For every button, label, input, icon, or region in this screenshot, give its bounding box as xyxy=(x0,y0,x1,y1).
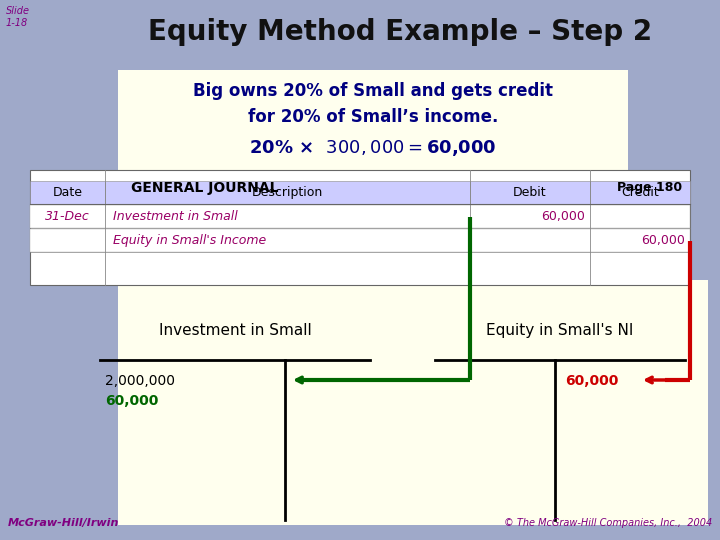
Text: 31-Dec: 31-Dec xyxy=(45,210,90,223)
FancyBboxPatch shape xyxy=(105,181,470,204)
Text: Equity in Small's NI: Equity in Small's NI xyxy=(486,323,634,338)
Text: Investment in Small: Investment in Small xyxy=(113,210,238,223)
FancyBboxPatch shape xyxy=(30,181,105,204)
FancyBboxPatch shape xyxy=(30,205,690,228)
Text: Description: Description xyxy=(252,186,323,199)
Text: Credit: Credit xyxy=(621,186,659,199)
Text: McGraw-Hill/Irwin: McGraw-Hill/Irwin xyxy=(8,518,120,528)
Text: 60,000: 60,000 xyxy=(565,374,618,388)
Text: 60,000: 60,000 xyxy=(105,394,158,408)
FancyBboxPatch shape xyxy=(118,70,628,255)
Text: for 20% of Small’s income.: for 20% of Small’s income. xyxy=(248,108,498,126)
FancyBboxPatch shape xyxy=(590,181,690,204)
Text: Equity Method Example – Step 2: Equity Method Example – Step 2 xyxy=(148,18,652,46)
Text: Big owns 20% of Small and gets credit: Big owns 20% of Small and gets credit xyxy=(193,82,553,100)
Text: Debit: Debit xyxy=(513,186,546,199)
Text: Equity in Small's Income: Equity in Small's Income xyxy=(113,234,266,247)
Text: Date: Date xyxy=(53,186,83,199)
FancyBboxPatch shape xyxy=(470,181,590,204)
Text: Slide
1-18: Slide 1-18 xyxy=(6,6,30,28)
Text: 20% ×  $300,000 = $60,000: 20% × $300,000 = $60,000 xyxy=(249,138,497,158)
Text: Investment in Small: Investment in Small xyxy=(158,323,311,338)
FancyBboxPatch shape xyxy=(118,280,708,525)
FancyBboxPatch shape xyxy=(30,170,690,285)
Text: 60,000: 60,000 xyxy=(541,210,585,223)
Text: 2,000,000: 2,000,000 xyxy=(105,374,175,388)
Text: Page 180: Page 180 xyxy=(617,181,682,194)
FancyBboxPatch shape xyxy=(30,229,690,252)
Text: 60,000: 60,000 xyxy=(641,234,685,247)
Text: GENERAL JOURNAL: GENERAL JOURNAL xyxy=(131,181,279,195)
Text: © The McGraw-Hill Companies, Inc.,  2004: © The McGraw-Hill Companies, Inc., 2004 xyxy=(504,518,712,528)
